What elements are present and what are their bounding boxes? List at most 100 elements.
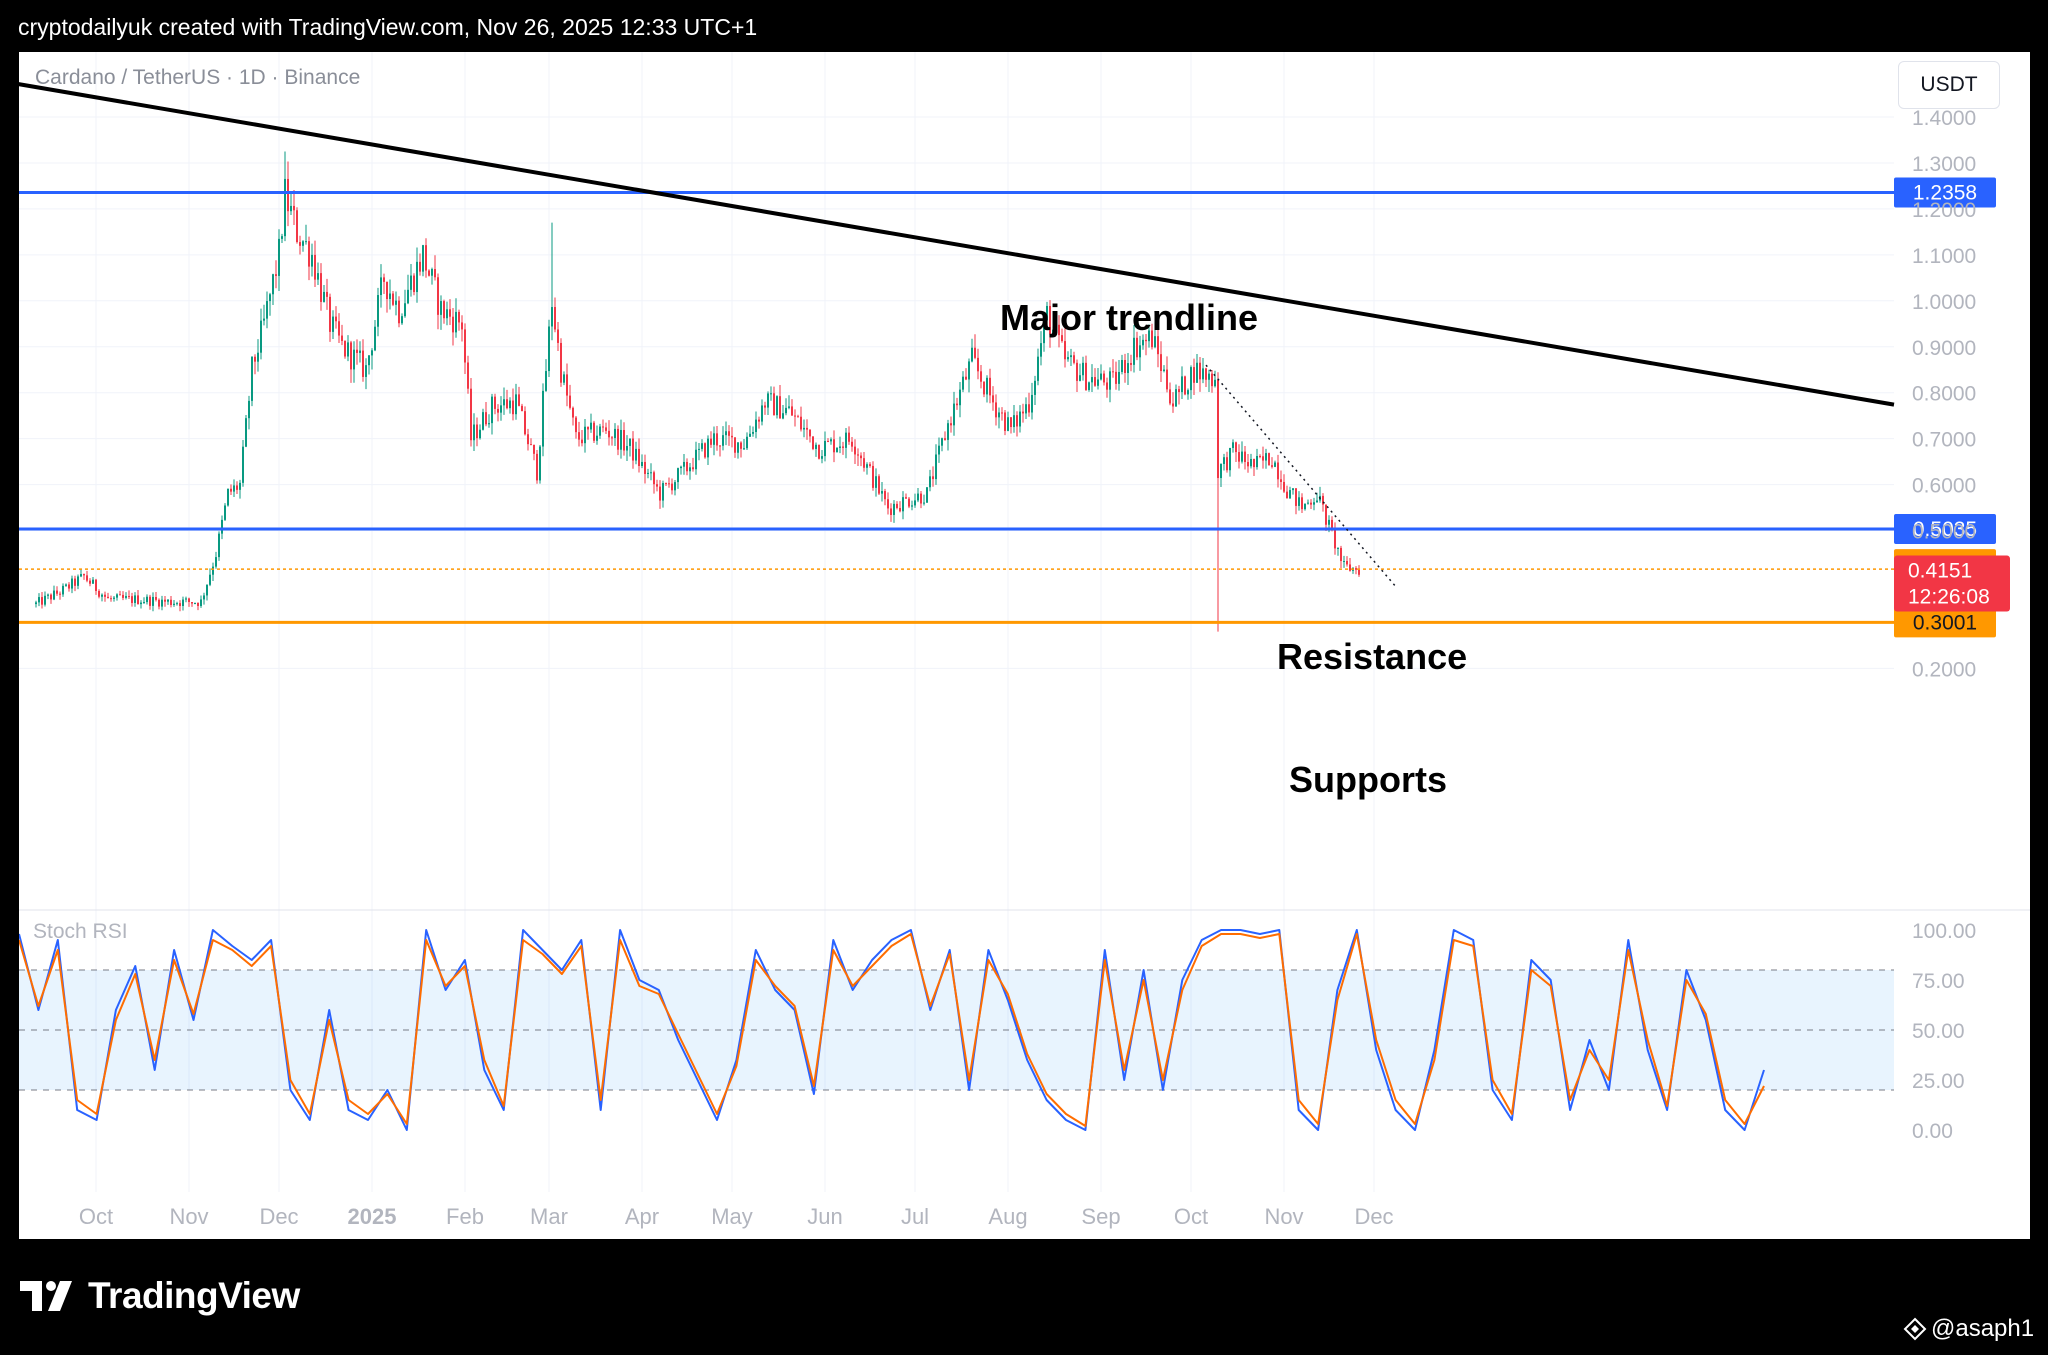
candle-body [767,393,769,408]
candle-body [245,418,247,447]
candle [986,375,988,403]
candle-body [950,423,952,426]
currency-selector[interactable]: USDT [1898,61,2000,109]
candle [923,494,925,506]
candle-body [164,599,166,602]
candle [1298,491,1300,511]
candle [266,291,268,329]
candle [71,575,73,594]
candle-body [674,482,676,491]
candle [308,236,310,281]
candle-body [95,579,97,591]
candle [209,568,211,587]
candle-body [347,342,349,357]
candle-body [1289,490,1291,499]
candle-body [1346,560,1348,565]
current-price-value: 0.4151 [1908,560,1972,583]
candle [1241,441,1243,464]
candle [191,601,193,607]
candle-body [128,596,130,598]
candle-body [1145,339,1147,342]
candle-body [98,590,100,597]
candle [341,324,343,346]
candle-body [938,445,940,455]
candle-body [1034,380,1036,395]
candle [896,501,898,510]
candle [530,438,532,446]
level-label-box [1894,177,1996,208]
candle-body [479,429,481,439]
candle-body [941,438,943,446]
candle [806,419,808,440]
candle-body [689,467,691,472]
candle-body [581,439,583,444]
candle-body [1313,502,1315,505]
candle-body [1349,564,1351,571]
candle [356,339,358,365]
chart-canvas[interactable]: 1.23580.50350.41600.30010.415112:26:08Ma… [19,52,2030,1239]
candle [215,551,217,569]
candle [809,429,811,443]
candle-body [455,311,457,333]
candle [761,399,763,426]
candle-body [563,374,565,383]
candle-body [1280,479,1282,482]
candle [1214,370,1216,388]
candle [533,444,535,461]
stoch-rsi-pane: Stoch RSI 100.00 75.00 50.00 25.00 0.00 [19,920,1976,1143]
price-axis-tick: 1.2000 [1912,199,1976,222]
time-axis-tick: Dec [259,1204,298,1229]
candle [251,356,253,407]
candle [131,592,133,607]
candle-body [401,316,403,324]
candle [293,189,295,226]
candle-body [1181,376,1183,393]
candle [719,445,721,457]
price-axis-tick: 0.7000 [1912,429,1976,452]
candle-body [209,574,211,585]
candle-body [38,597,40,603]
candle-body [1118,371,1120,384]
candle-body [1316,500,1318,503]
candle [977,348,979,380]
candle-body [182,599,184,607]
candle [392,291,394,307]
candle [1013,404,1015,433]
candle [572,406,574,426]
candle [911,500,913,511]
candle [167,599,169,605]
candle-body [620,429,622,450]
candle-body [1061,335,1063,342]
stoch-k-line [19,929,1765,1131]
candle [254,354,256,375]
candle-body [452,316,454,333]
candle [860,452,862,467]
candle-body [1307,502,1309,504]
candle-body [932,476,934,480]
candle [428,269,430,277]
candle-body [797,416,799,418]
candle [218,531,220,561]
candle [479,424,481,440]
candle [629,438,631,457]
chart-frame[interactable]: 1.23580.50350.41600.30010.415112:26:08Ma… [19,52,2030,1239]
candle-body [1211,373,1213,387]
candle-body [59,593,61,595]
candle-body [1220,464,1222,479]
tradingview-logo[interactable]: TradingView [20,1275,300,1316]
candle-body [734,437,736,453]
candle [89,578,91,587]
candle [938,437,940,463]
candle-body [812,436,814,449]
candle-body [977,357,979,372]
candle [491,393,493,435]
candle-body [1235,442,1237,453]
candle [635,441,637,465]
candle-body [623,429,625,451]
time-axis-tick: Nov [1264,1204,1303,1229]
candle-body [884,491,886,500]
candle [827,438,829,443]
candle [992,386,994,411]
candle [212,562,214,582]
candle-body [1007,417,1009,431]
